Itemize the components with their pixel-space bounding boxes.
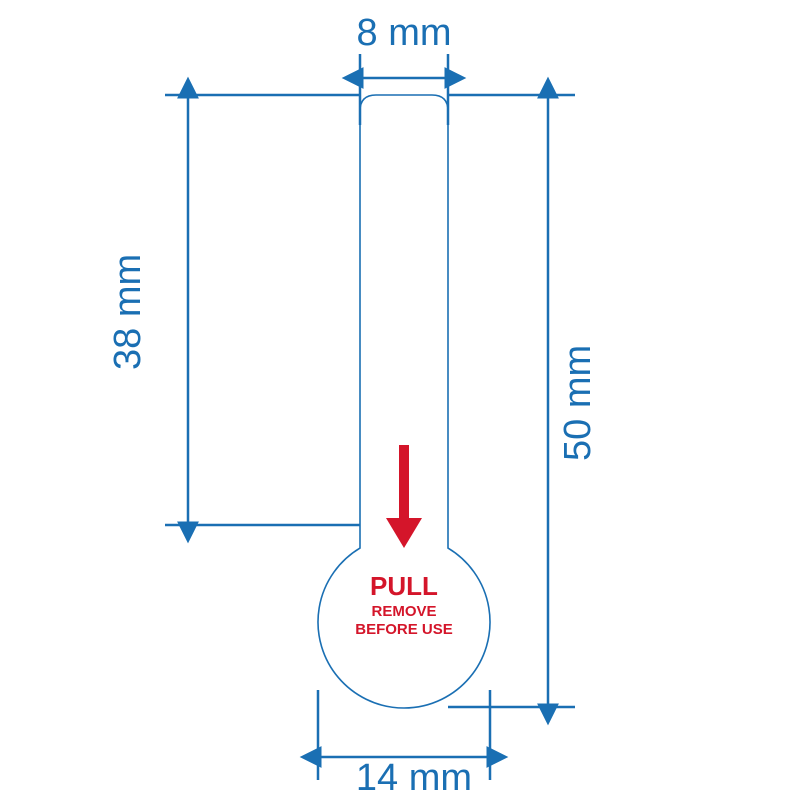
dim-label-right: 50 mm: [557, 345, 599, 461]
pull-label-line3: BEFORE USE: [355, 621, 453, 638]
dim-label-bottom: 14 mm: [356, 757, 472, 799]
dim-label-top: 8 mm: [357, 12, 452, 54]
dim-label-left: 38 mm: [107, 254, 149, 370]
pull-label-line2: REMOVE: [371, 603, 436, 620]
technical-drawing: 8 mm 38 mm 50 mm 14 mm PULL REMOVEBEFORE USE: [0, 0, 809, 809]
pull-arrow-icon: [386, 445, 422, 548]
pull-label-line1: PULL: [370, 571, 438, 601]
